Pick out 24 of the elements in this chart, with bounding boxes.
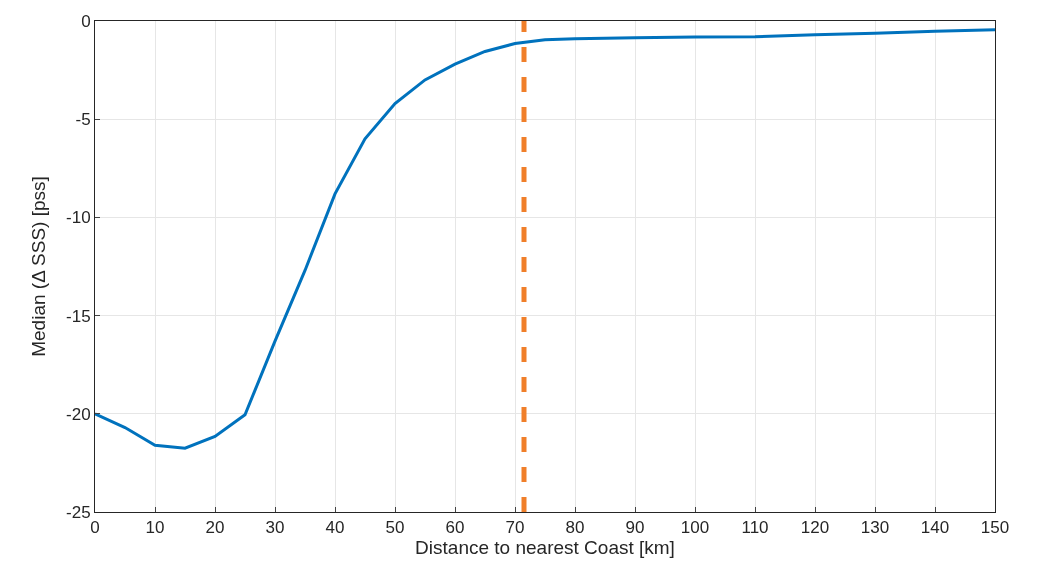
x-axis-title: Distance to nearest Coast [km] [415, 537, 675, 559]
x-tick-label: 70 [505, 518, 525, 538]
x-tick-label: 10 [145, 518, 165, 538]
x-tick-label: 60 [445, 518, 465, 538]
x-tick-label: 140 [920, 518, 950, 538]
x-tick-label: 40 [325, 518, 345, 538]
y-axis-title: Median (Δ SSS) [pss] [27, 176, 49, 357]
x-tick-label: 120 [800, 518, 830, 538]
y-tick-label: 0 [81, 11, 91, 31]
y-tick-label: -10 [66, 208, 91, 228]
y-tick-label: -15 [66, 306, 91, 326]
x-tick-label: 90 [625, 518, 645, 538]
y-tick-label: -25 [66, 502, 91, 522]
x-tick-label: 150 [980, 518, 1010, 538]
x-tick-label: 20 [205, 518, 225, 538]
line-series [95, 28, 995, 450]
y-tick-label: -20 [66, 404, 91, 424]
x-tick-label: 100 [680, 518, 710, 538]
x-tick-label: 110 [741, 518, 769, 538]
x-tick-label: 130 [860, 518, 890, 538]
x-tick-label: 50 [385, 518, 405, 538]
y-tick-label: -5 [75, 110, 91, 130]
x-tick-label: 30 [265, 518, 285, 538]
x-tick-label: 80 [565, 518, 585, 538]
